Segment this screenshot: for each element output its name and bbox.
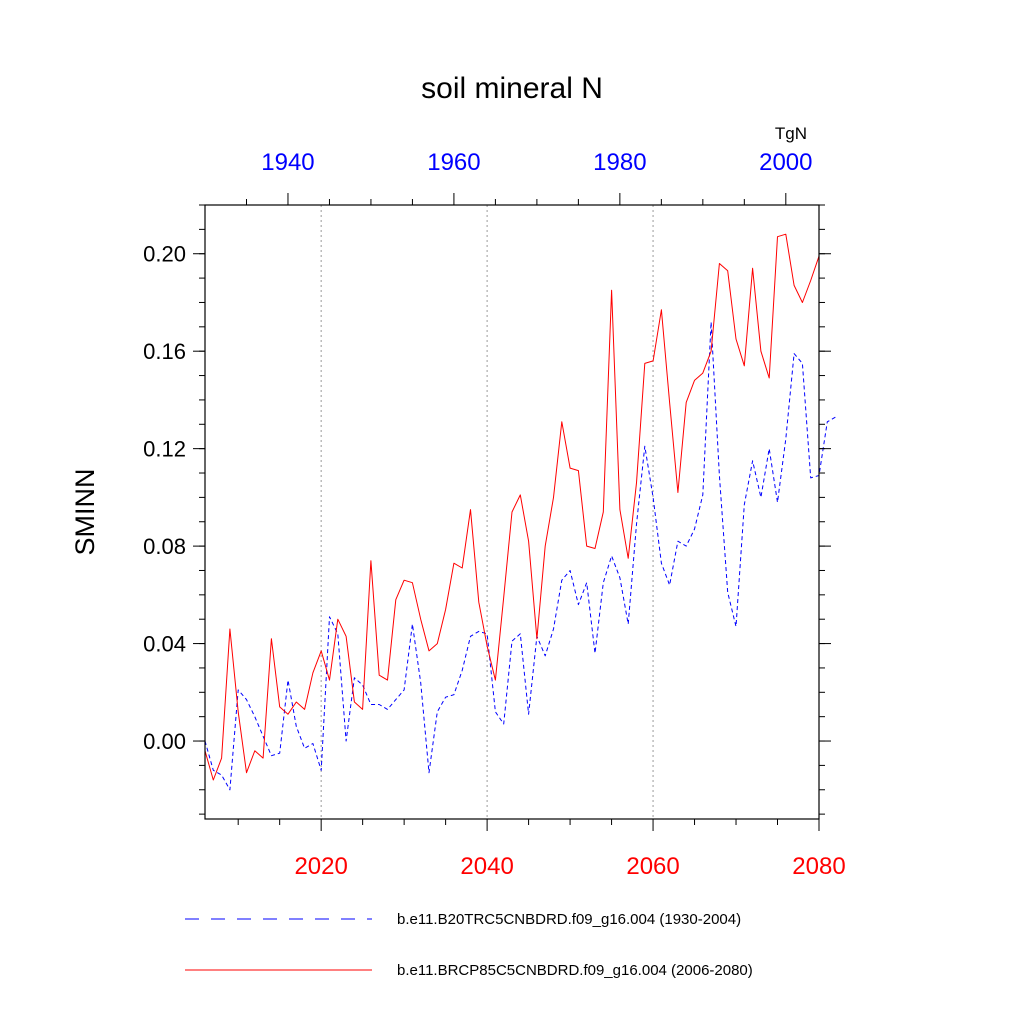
y-tick-label-3: 0.12 (143, 437, 186, 462)
legend: b.e11.B20TRC5CNBDRD.f09_g16.004 (1930-20… (185, 911, 753, 979)
series-line-0 (204, 321, 836, 791)
gridlines (320, 205, 654, 819)
legend-label-historical: b.e11.B20TRC5CNBDRD.f09_g16.004 (1930-20… (397, 911, 741, 928)
plot-frame (204, 204, 820, 820)
y-tick-label-4: 0.16 (143, 339, 186, 364)
x-bottom-tick-label-3: 2080 (792, 853, 845, 880)
x-bottom-tick-label-1: 2040 (460, 853, 513, 880)
units-label: TgN (775, 124, 807, 143)
x-top-tick-label-0: 1940 (261, 149, 314, 176)
x-bottom-tick-label-0: 2020 (294, 853, 347, 880)
x-top-tick-label-2: 1980 (593, 149, 646, 176)
x-bottom-tick-label-2: 2060 (626, 853, 679, 880)
x-top-tick-label-1: 1960 (427, 149, 480, 176)
legend-label-rcp85: b.e11.BRCP85C5CNBDRD.f09_g16.004 (2006-2… (397, 962, 753, 979)
axes: 0.00 0.04 0.08 0.12 0.16 0.20 2020 2040 2060 2080… (143, 149, 846, 880)
y-tick-label-5: 0.20 (143, 242, 186, 267)
y-tick-label-2: 0.08 (143, 534, 186, 559)
series-line-1 (204, 233, 820, 781)
y-tick-label-0: 0.00 (143, 729, 186, 754)
y-tick-label-1: 0.04 (143, 632, 186, 657)
y-axis-label: SMINN (70, 469, 100, 556)
chart-title: soil mineral N (421, 72, 603, 105)
series-lines (204, 233, 836, 791)
x-top-tick-label-3: 2000 (759, 149, 812, 176)
